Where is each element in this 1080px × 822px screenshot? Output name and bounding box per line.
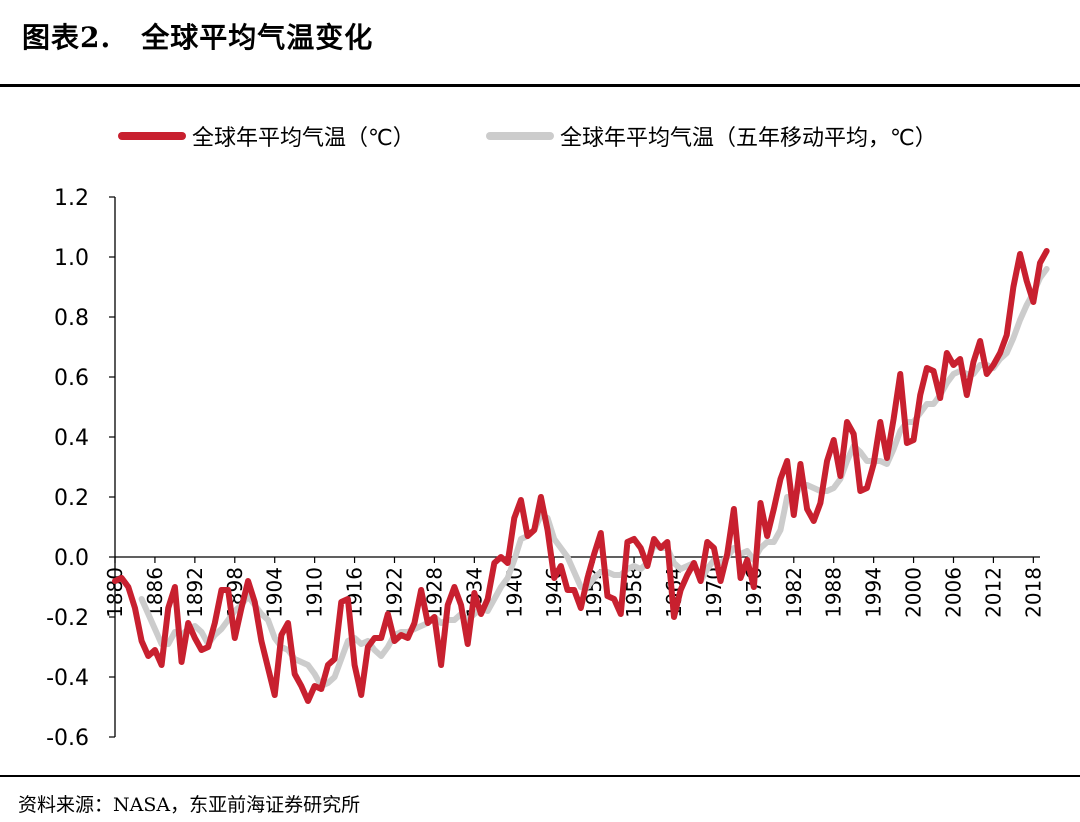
figure-title-text: 全球平均气温变化 — [141, 21, 374, 54]
x-tick-label: 1922 — [382, 567, 406, 618]
y-tick-label: -0.2 — [46, 606, 89, 631]
legend-item-annual: 全球年平均气温（℃） — [118, 120, 415, 152]
legend-label-moving-avg: 全球年平均气温（五年移动平均，℃） — [560, 126, 937, 151]
x-tick-label: 2018 — [1021, 567, 1045, 618]
y-tick-label: 0.0 — [54, 546, 89, 571]
y-tick-label: -0.4 — [46, 666, 89, 691]
annual-temperature-line — [112, 248, 1050, 704]
legend-swatch-moving-avg — [486, 132, 554, 140]
bottom-rule — [0, 775, 1080, 777]
top-rule — [0, 84, 1080, 87]
legend-item-moving-avg: 全球年平均气温（五年移动平均，℃） — [486, 120, 937, 152]
x-tick-label: 1910 — [303, 567, 327, 618]
x-tick-label: 2000 — [902, 567, 926, 618]
y-tick-label: 0.2 — [54, 486, 89, 511]
x-tick-label: 1880 — [103, 567, 127, 618]
x-tick-label: 2012 — [981, 567, 1005, 618]
y-tick-label: 1.0 — [54, 246, 89, 271]
y-tick-label: 1.2 — [54, 186, 89, 211]
legend-swatch-annual — [118, 132, 186, 140]
y-tick-label: 0.8 — [54, 306, 89, 331]
x-tick-label: 1892 — [183, 567, 207, 618]
x-tick-label: 2006 — [941, 567, 965, 618]
y-tick-label: 0.4 — [54, 426, 89, 451]
y-tick-label: -0.6 — [46, 726, 89, 751]
x-tick-label: 1904 — [263, 567, 287, 618]
figure-label: 图表2. — [22, 21, 112, 54]
x-tick-label: 1988 — [822, 567, 846, 618]
source-note: 资料来源：NASA，东亚前海证券研究所 — [18, 794, 361, 816]
y-tick-label: 0.6 — [54, 366, 89, 391]
x-tick-label: 1982 — [782, 567, 806, 618]
legend-label-annual: 全球年平均气温（℃） — [192, 126, 415, 151]
figure-title: 图表2. 全球平均气温变化 — [22, 16, 373, 56]
chart-legend: 全球年平均气温（℃） 全球年平均气温（五年移动平均，℃） — [0, 120, 1080, 156]
moving-average-line — [138, 266, 1050, 689]
x-tick-label: 1994 — [862, 567, 886, 618]
